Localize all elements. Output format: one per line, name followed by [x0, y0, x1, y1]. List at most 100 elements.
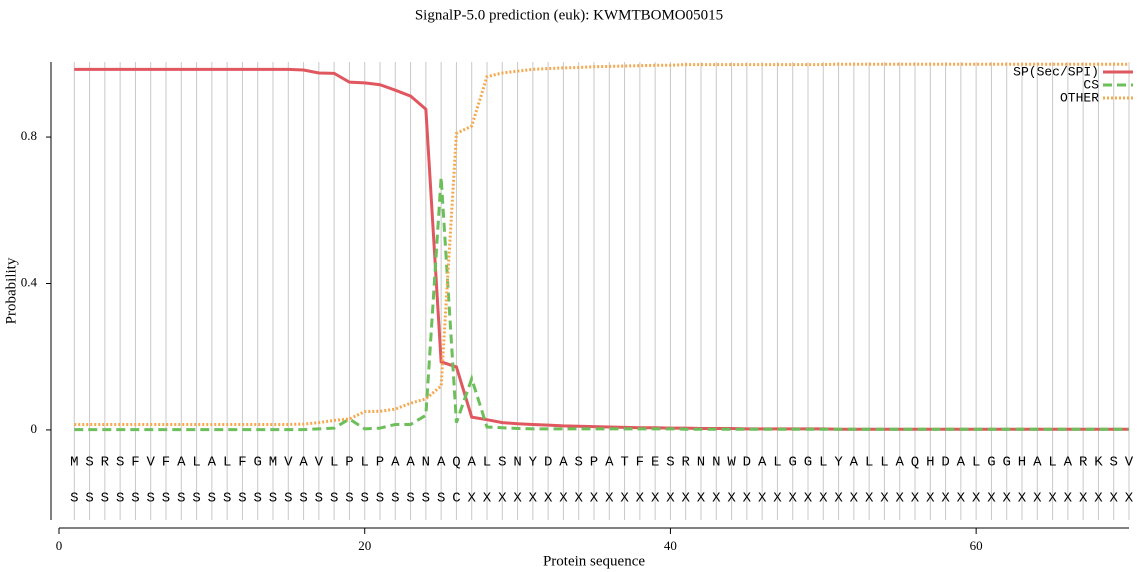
residue-label: A [468, 455, 477, 471]
annotation-label: X [498, 491, 507, 507]
residue-label: S [498, 455, 506, 471]
annotation-label: X [850, 491, 859, 507]
residue-label: L [330, 455, 338, 471]
annotation-label: X [605, 491, 614, 507]
annotation-label: X [911, 491, 920, 507]
y-axis-label: Probability [3, 257, 19, 324]
legend-label: OTHER [1060, 90, 1099, 105]
annotation-label: X [957, 491, 966, 507]
residue-label: P [590, 455, 598, 471]
annotation-label: S [391, 491, 399, 507]
residue-label: Y [529, 455, 538, 471]
residue-label: L [361, 455, 369, 471]
annotation-label: X [1094, 491, 1103, 507]
x-axis-label: Protein sequence [543, 553, 645, 569]
annotation-label: X [544, 491, 553, 507]
annotation-label: X [972, 491, 981, 507]
residue-label: G [254, 455, 262, 471]
residue-label: Q [452, 455, 460, 471]
x-tick-label: 40 [664, 538, 677, 553]
residue-label: L [192, 455, 200, 471]
annotation-label: X [987, 491, 996, 507]
series-line [74, 177, 1129, 432]
annotation-label: X [758, 491, 767, 507]
residue-label: M [70, 455, 78, 471]
annotation-label: S [177, 491, 185, 507]
annotation-label: X [865, 491, 874, 507]
y-tick-label: 0.8 [21, 128, 37, 143]
x-tick-label: 20 [358, 538, 371, 553]
residue-label: S [116, 455, 124, 471]
residue-label: L [819, 455, 827, 471]
residue-label: A [208, 455, 217, 471]
residue-label: V [315, 455, 324, 471]
annotation-label: X [834, 491, 843, 507]
residue-label: N [513, 455, 521, 471]
residue-label: E [651, 455, 659, 471]
annotation-label: S [147, 491, 155, 507]
residue-label: V [284, 455, 293, 471]
residue-label: L [972, 455, 980, 471]
annotation-label: X [651, 491, 660, 507]
residue-label: S [666, 455, 674, 471]
legend-label: CS [1083, 77, 1099, 92]
residue-label: F [238, 455, 246, 471]
annotation-label: X [620, 491, 629, 507]
annotation-label: S [376, 491, 384, 507]
residue-label: R [101, 455, 110, 471]
annotation-label: C [452, 491, 460, 507]
annotation-label: X [1033, 491, 1042, 507]
annotation-label: X [1125, 491, 1134, 507]
residue-label: L [223, 455, 231, 471]
annotation-label: X [743, 491, 752, 507]
annotation-label: X [682, 491, 691, 507]
annotation-label: X [1064, 491, 1073, 507]
annotation-label: X [789, 491, 798, 507]
annotation-label: S [116, 491, 124, 507]
annotation-label: X [468, 491, 477, 507]
residue-label: W [727, 455, 736, 471]
annotation-label: S [284, 491, 292, 507]
annotation-label: S [345, 491, 353, 507]
residue-label: H [926, 455, 934, 471]
annotation-label: X [1018, 491, 1027, 507]
annotation-label: S [299, 491, 307, 507]
annotation-label: X [529, 491, 538, 507]
y-tick-label: 0.4 [21, 274, 38, 289]
x-tick-label: 60 [970, 538, 983, 553]
residue-label: A [1033, 455, 1042, 471]
annotation-label: S [223, 491, 231, 507]
residue-label: Q [911, 455, 919, 471]
annotation-label: S [269, 491, 277, 507]
residue-label: A [391, 455, 400, 471]
annotation-label: S [437, 491, 445, 507]
y-tick-label: 0 [31, 421, 38, 436]
residue-label: V [1125, 455, 1134, 471]
annotation-label: X [896, 491, 905, 507]
residue-label: M [269, 455, 277, 471]
residue-label: A [758, 455, 767, 471]
residue-label: G [804, 455, 812, 471]
annotation-label: X [926, 491, 935, 507]
annotation-label: X [666, 491, 675, 507]
annotation-label: S [315, 491, 323, 507]
residue-label: R [1079, 455, 1088, 471]
residue-label: L [483, 455, 491, 471]
series-line [74, 62, 1129, 426]
annotation-label: X [1048, 491, 1057, 507]
residue-label: G [1003, 455, 1011, 471]
residue-label: A [437, 455, 446, 471]
residue-label: A [177, 455, 186, 471]
chart-title: SignalP-5.0 prediction (euk): KWMTBOMO05… [415, 7, 723, 23]
residue-label: F [131, 455, 139, 471]
annotation-label: S [422, 491, 430, 507]
annotation-label: X [804, 491, 813, 507]
residue-label: A [605, 455, 614, 471]
residue-label: G [987, 455, 995, 471]
annotation-label: S [101, 491, 109, 507]
residue-label: S [575, 455, 583, 471]
x-tick-label: 0 [56, 538, 63, 553]
annotation-label: X [575, 491, 584, 507]
